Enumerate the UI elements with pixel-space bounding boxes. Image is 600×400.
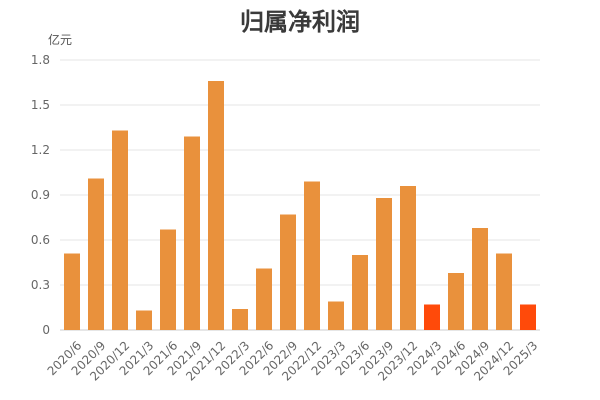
bar-2024-9 [472,228,488,330]
grid-lines [60,59,540,331]
bar-2020-12 [112,130,128,330]
bar-2024-12 [496,253,512,330]
bar-2021-9 [184,136,200,330]
bar-2022-3 [232,309,248,330]
bar-2022-12 [304,181,320,330]
y-tick-label: 1.2 [31,143,50,157]
y-axis-unit: 亿元 [48,32,72,47]
chart-title: 归属净利润 [240,8,360,36]
y-tick-label: 0.9 [31,188,50,202]
y-axis-ticks: 0 0.3 0.6 0.9 1.2 1.5 1.8 [31,53,50,337]
bar-2023-9 [376,198,392,330]
y-tick-label: 0.6 [31,233,50,247]
y-tick-label: 1.8 [31,53,50,67]
bar-2022-9 [280,214,296,330]
bar-2021-12 [208,81,224,330]
bar-2020-9 [88,178,104,330]
bar-2023-12 [400,186,416,330]
bar-2022-6 [256,268,272,330]
bar-2023-3 [328,301,344,330]
bar-2021-3 [136,310,152,330]
y-tick-label: 1.5 [31,98,50,112]
bar-2024-6 [448,273,464,330]
y-tick-label: 0 [42,323,50,337]
bar-2021-6 [160,229,176,330]
bar-2020-6 [64,253,80,330]
x-axis-ticks: 2020/62020/92020/122021/32021/62021/9202… [45,338,541,383]
bar-2025-3 [520,304,536,330]
bar-2024-3 [424,304,440,330]
bar-2023-6 [352,255,368,330]
bars [64,81,536,330]
y-tick-label: 0.3 [31,278,50,292]
